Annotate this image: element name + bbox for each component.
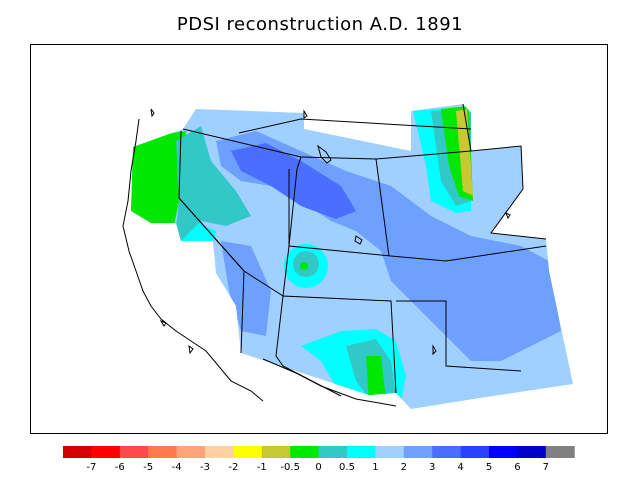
color-legend: -7 -6 -5 -4 -3 -2 -1 -0.5 0 0.5 1 2 3 4 5 6 7 [63,446,575,473]
legend-swatch [318,446,348,458]
legend-swatch [545,446,575,458]
legend-tick-label: -3 [200,462,210,473]
legend-tick-label: 1 [372,462,378,473]
legend-swatch [403,446,433,458]
border-ca-nv [178,197,245,272]
field-teal-west [173,126,251,261]
legend-swatch [233,446,263,458]
legend-swatch [148,446,178,458]
field-blue-nevada [221,241,271,336]
legend-tick-label: 7 [543,462,549,473]
legend-tick-label: 0 [315,462,321,473]
legend-tick-label: -0.5 [280,462,300,473]
legend-swatch [205,446,234,458]
field-green-south [366,356,386,403]
border-dakotas [462,103,547,240]
legend-tick-label: -1 [257,462,267,473]
legend-tick-label: -2 [228,462,238,473]
border-ok-tx [396,300,522,372]
legend-tick-label: 2 [401,462,407,473]
legend-swatch [375,446,405,458]
border-az [243,270,342,397]
legend-swatch [517,446,547,458]
map-frame [30,44,608,434]
border-ks [390,245,547,262]
coastlines [122,108,511,407]
legend-swatch [290,446,320,458]
legend-swatch [460,446,490,458]
island-7 [188,344,194,355]
legend-tick-label: -7 [86,462,96,473]
legend-tick-label: -6 [115,462,125,473]
baja-coast [215,362,264,402]
island-4 [354,235,363,245]
legend-swatch [176,446,206,458]
legend-swatch [489,446,518,458]
map-title: PDSI reconstruction A.D. 1891 [176,14,464,35]
legend-swatch [261,446,291,458]
field-green-west [131,131,186,241]
legend-swatch [119,446,149,458]
field-cyan-west [171,223,216,266]
island-6 [432,344,437,356]
legend-swatch [432,446,462,458]
field-green-circle [300,262,308,270]
legend-tick-label: -5 [143,462,153,473]
field-deepblue-core [231,143,356,219]
legend-tick-label: 0.5 [339,462,355,473]
legend-tick-label: 3 [429,462,435,473]
pdsi-field [131,104,573,409]
island-8 [159,319,167,327]
legend-swatch [63,446,92,458]
state-borders [178,103,547,397]
border-mt [238,118,472,134]
legend-tick-label: 4 [457,462,463,473]
legend-tick-label: 5 [486,462,492,473]
island-5 [505,211,511,220]
field-olive-north [456,109,473,196]
legend-swatch [91,446,121,458]
island-1 [150,108,155,118]
legend-swatch [347,446,376,458]
border-co-nm [282,245,397,394]
pdsi-map [122,103,573,409]
border-id-nv-ut [182,128,392,257]
border-sd-ne [375,150,472,160]
pacific-coastline [122,118,217,364]
legend-tick-label: 6 [514,462,520,473]
island-2 [303,109,308,119]
island-3 [317,144,332,164]
legend-tick-label: -4 [172,462,182,473]
